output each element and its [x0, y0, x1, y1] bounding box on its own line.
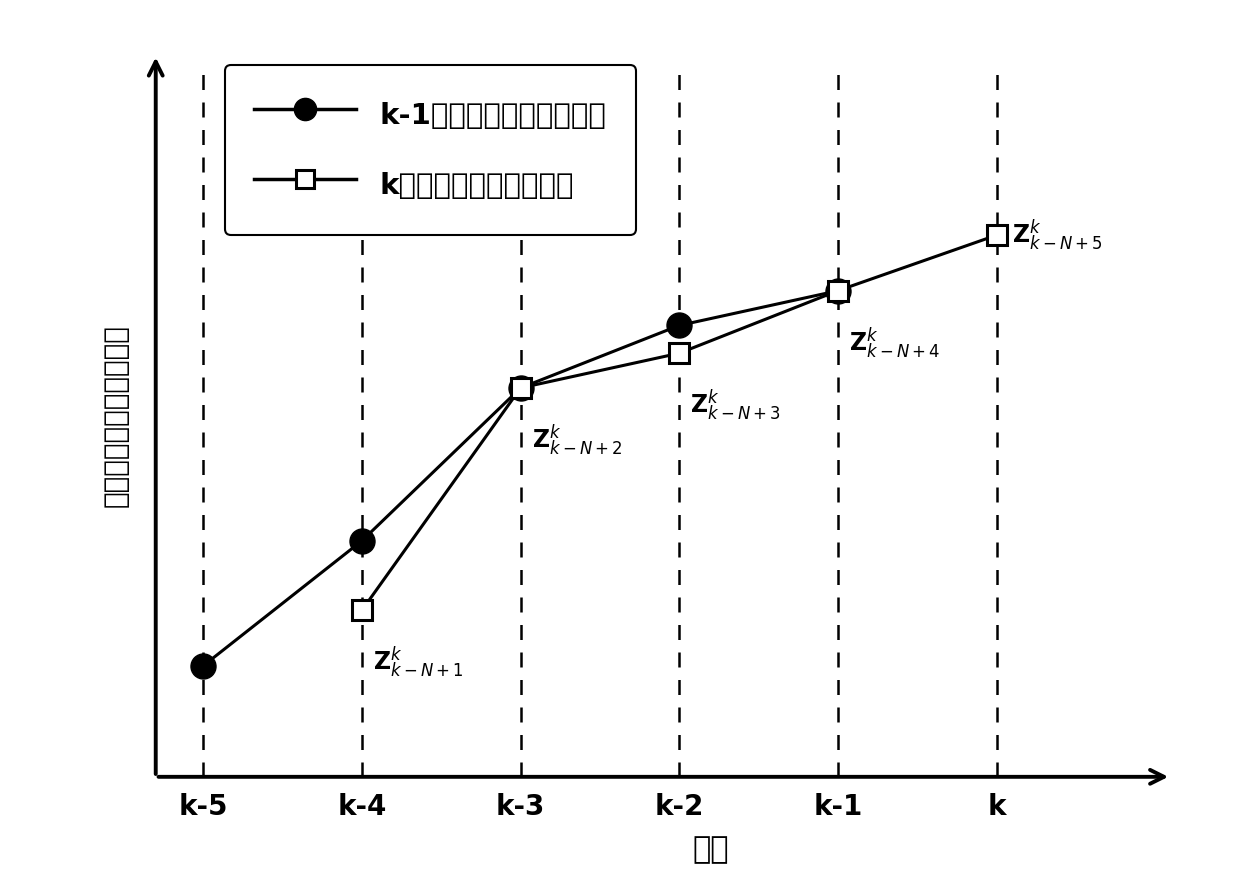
Text: k-4: k-4	[337, 794, 387, 822]
Text: $\mathbf{Z}^k_{k-N+1}$: $\mathbf{Z}^k_{k-N+1}$	[373, 645, 464, 680]
Text: $\mathbf{Z}^k_{k-N+2}$: $\mathbf{Z}^k_{k-N+2}$	[532, 423, 622, 458]
Text: $\mathbf{Z}^k_{k-N+4}$: $\mathbf{Z}^k_{k-N+4}$	[849, 325, 940, 361]
Text: k-3: k-3	[496, 794, 546, 822]
Text: k: k	[987, 794, 1006, 822]
Text: k-1: k-1	[813, 794, 863, 822]
Text: $\mathbf{Z}^k_{k-N+5}$: $\mathbf{Z}^k_{k-N+5}$	[1012, 217, 1104, 253]
Text: k-2: k-2	[655, 794, 704, 822]
Text: 多帧检测前跟踪处理结果: 多帧检测前跟踪处理结果	[102, 325, 130, 507]
Legend: k-1时刻处理得到的短航迹, k时刻处理得到的短航迹: k-1时刻处理得到的短航迹, k时刻处理得到的短航迹	[224, 64, 636, 235]
Text: 时间: 时间	[693, 835, 729, 864]
Text: $\mathbf{Z}^k_{k-N+3}$: $\mathbf{Z}^k_{k-N+3}$	[691, 388, 781, 424]
Text: k-5: k-5	[179, 794, 228, 822]
